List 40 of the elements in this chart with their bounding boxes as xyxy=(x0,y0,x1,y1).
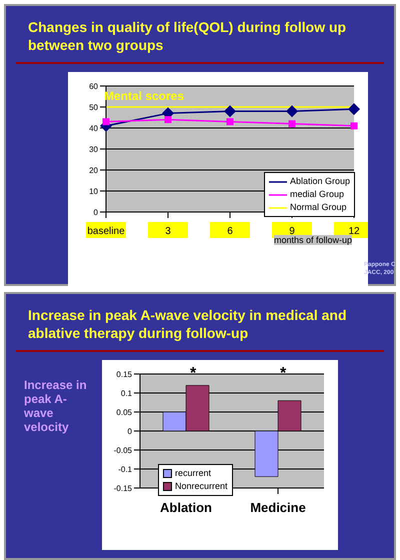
point xyxy=(348,103,360,116)
x-tick-label: baseline xyxy=(87,226,126,237)
x-tick-label: 12 xyxy=(348,226,360,237)
x-tick-label: 9 xyxy=(289,226,296,237)
y-tick-label: -0.05 xyxy=(114,446,133,455)
y-tick-label: 0 xyxy=(94,208,99,217)
y-tick-label: 50 xyxy=(89,102,99,112)
x-tick-label: 6 xyxy=(227,226,234,237)
legend-label: Ablation Group xyxy=(290,175,350,188)
point xyxy=(102,118,110,126)
y-tick-label: 20 xyxy=(89,166,99,175)
y-axis-title: Increase in peak A-wave velocity xyxy=(23,377,88,434)
x-tick-label: 3 xyxy=(165,226,172,237)
annotation: * xyxy=(190,365,196,382)
x-tick-label: Ablation xyxy=(160,500,212,515)
y-tick-label: -0.1 xyxy=(118,464,133,474)
y-tick-label: 0.15 xyxy=(116,370,133,379)
y-tick-label: 40 xyxy=(89,124,99,133)
legend-label: recurrent xyxy=(175,467,212,480)
point xyxy=(350,122,358,130)
x-tick-label: Medicine xyxy=(250,500,306,515)
legend-label: Normal Group xyxy=(290,201,347,214)
y-tick-label: -0.15 xyxy=(114,484,133,493)
point xyxy=(226,118,234,126)
point xyxy=(286,105,298,118)
point xyxy=(288,120,296,128)
legend-label: medial Group xyxy=(290,188,344,201)
y-tick-label: 10 xyxy=(89,186,99,196)
y-tick-label: 60 xyxy=(89,82,99,91)
annotation: * xyxy=(280,365,286,382)
y-tick-label: 30 xyxy=(89,144,99,154)
chart-title: Increase in peak A-wave velocity in medical and ablative therapy during follow-up xyxy=(27,306,348,343)
chart-title: Changes in quality of life(QOL) during follow up between two groups xyxy=(27,18,348,55)
y-tick-label: 0.05 xyxy=(116,408,133,417)
x-axis-title: months of follow-up xyxy=(274,235,352,245)
legend-label: Nonrecurrent xyxy=(175,480,228,493)
y-tick-label: 0 xyxy=(128,426,133,436)
point xyxy=(164,116,172,124)
y-tick-label: 0.1 xyxy=(120,388,133,398)
point xyxy=(224,105,236,118)
